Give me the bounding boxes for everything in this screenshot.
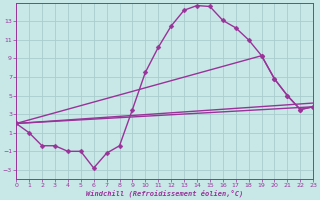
X-axis label: Windchill (Refroidissement éolien,°C): Windchill (Refroidissement éolien,°C): [86, 190, 243, 197]
